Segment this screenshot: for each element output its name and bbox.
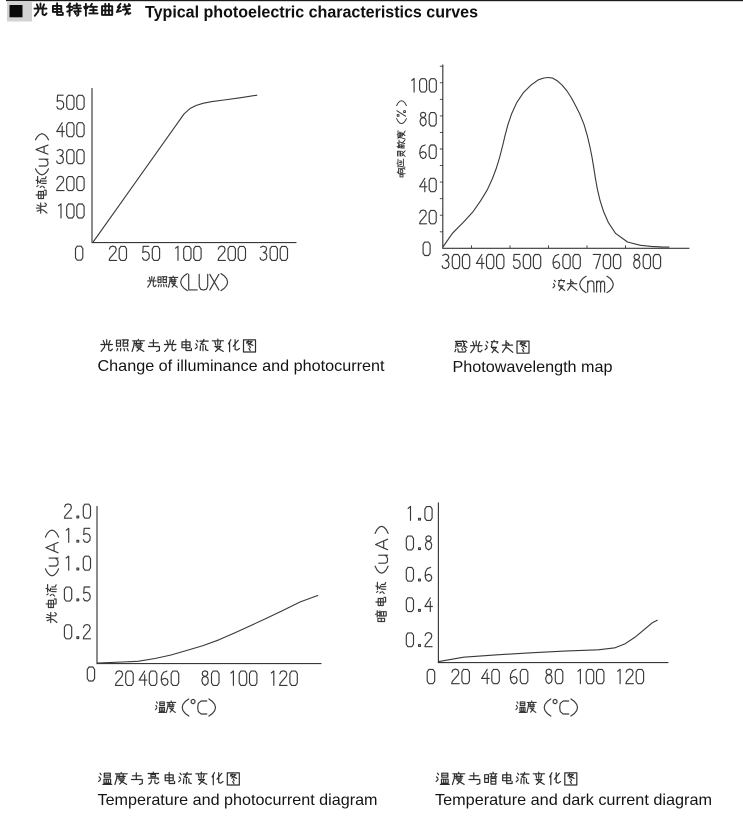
svg-text:Typical photoelectric characte: Typical photoelectric characteristics cu…: [145, 2, 478, 21]
svg-text:Temperature and photocurrent d: Temperature and photocurrent diagram: [98, 792, 378, 809]
svg-text:Temperature and dark current d: Temperature and dark current diagram: [435, 792, 712, 809]
svg-text:Change of illuminance and phot: Change of illuminance and photocurrent: [98, 358, 386, 375]
svg-text:Photowavelength map: Photowavelength map: [453, 359, 613, 376]
